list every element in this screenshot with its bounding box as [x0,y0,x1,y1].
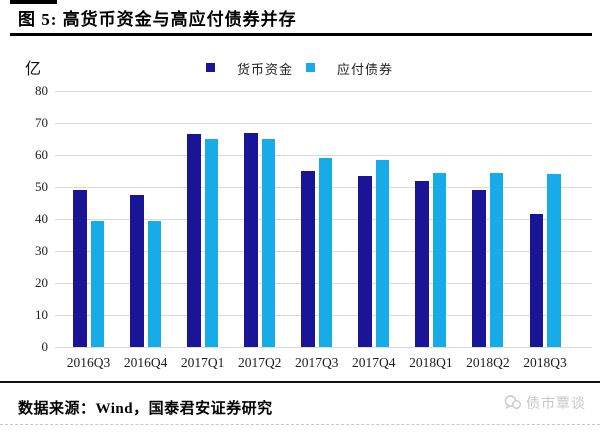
bar-bonds [489,172,504,347]
bar-money [529,214,543,347]
y-tick-label: 80 [35,83,48,98]
y-tick-label: 40 [35,211,48,226]
x-tick-label: 2018Q2 [466,355,510,370]
x-tick-label: 2017Q2 [237,355,282,370]
bar-bonds [432,172,447,347]
gridline [55,155,592,156]
x-tick-label: 2016Q3 [66,355,111,370]
bar-bonds [147,220,162,347]
y-tick-label: 10 [35,307,48,322]
bar-bonds [318,158,333,347]
y-tick-label: 60 [35,147,48,162]
bar-bonds [375,159,390,347]
watermark: 债市覃谈 [504,393,586,413]
bar-money [73,190,87,347]
y-tick-label: 70 [35,115,48,130]
top-left-mark [10,0,57,4]
bar-money [415,180,429,347]
bar-bonds [547,174,561,347]
x-tick-label: 2017Q4 [352,355,396,370]
source-divider [0,381,600,383]
legend-label-money: 货币资金 [237,62,294,77]
bar-money [301,171,315,347]
x-tick-label: 2017Q3 [294,355,339,370]
bar-bonds [261,139,276,347]
legend-swatch-bonds-icon [306,63,315,72]
x-tick-label: 2016Q4 [123,355,168,370]
bar-money [244,132,258,347]
gridline [55,347,592,348]
y-tick-label: 30 [35,243,48,258]
x-tick-label: 2018Q3 [523,355,567,370]
bar-money [130,195,144,347]
gridline [55,91,592,92]
y-tick-label: 20 [35,275,48,290]
bar-money [358,175,372,347]
bar-money [472,190,486,347]
wechat-logo-icon [504,395,521,410]
x-tick-label: 2017Q1 [180,355,225,370]
bar-bonds [204,139,219,347]
legend-label-bonds: 应付债券 [337,62,394,77]
title-divider [10,33,592,36]
y-tick-label: 50 [35,179,48,194]
y-tick-label: 0 [41,339,49,354]
y-axis-unit-label: 亿 [25,61,42,78]
figure-title: 图 5: 高货币资金与高应付债券并存 [18,10,297,29]
gridline [55,123,592,124]
legend-swatch-money-icon [206,63,215,72]
watermark-text: 债市覃谈 [526,397,586,412]
bottom-dashed-divider [0,424,600,425]
bar-money [187,134,201,347]
data-source-note: 数据来源：Wind，国泰君安证券研究 [18,401,273,417]
bar-bonds [90,220,104,347]
x-tick-label: 2018Q1 [409,355,453,370]
